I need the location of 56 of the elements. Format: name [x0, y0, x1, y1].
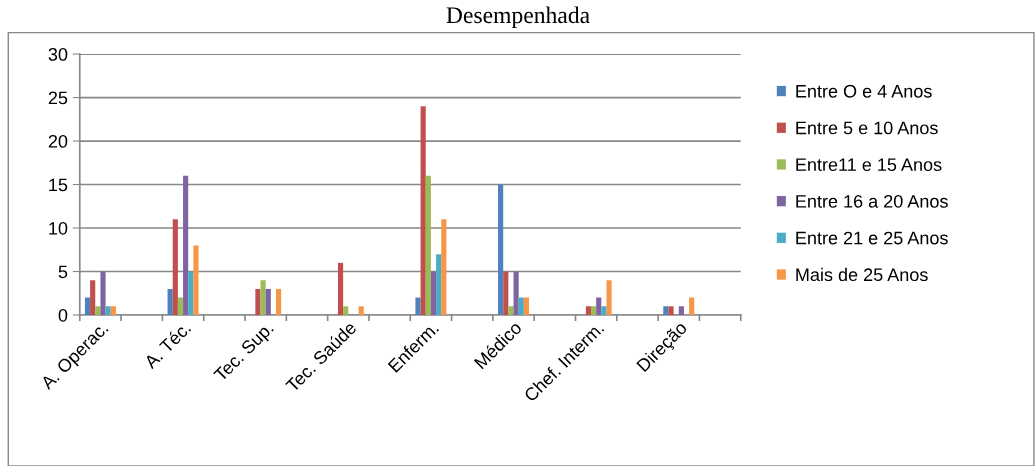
bar [436, 254, 442, 316]
bar [177, 297, 184, 316]
legend-label: Entre11 e 15 Anos [796, 158, 942, 172]
chart-title: Desempenhada [446, 6, 590, 28]
bar [193, 245, 199, 316]
y-tick-label: 10 [49, 221, 68, 235]
bar [508, 306, 514, 316]
y-tick-label: 30 [48, 47, 68, 61]
bar [90, 280, 96, 316]
bar [590, 306, 597, 316]
bar [276, 288, 282, 316]
bar [663, 306, 669, 316]
bar [420, 106, 426, 316]
bar [596, 297, 602, 316]
bar [585, 306, 591, 316]
bar [601, 306, 607, 316]
bar [415, 297, 421, 316]
bar [260, 280, 266, 316]
legend-label: Entre 16 a 20 Anos [796, 194, 948, 208]
bar [110, 306, 116, 316]
bar [95, 306, 101, 316]
bar [441, 219, 447, 316]
y-tick-label: 25 [48, 91, 68, 105]
bar [337, 262, 344, 316]
bar [503, 271, 509, 316]
y-tick-label: 5 [58, 265, 68, 279]
bar [105, 306, 111, 316]
bar [172, 219, 178, 316]
x-tick-label: Tec. Sup. [213, 321, 277, 385]
bar [606, 280, 612, 316]
bar [498, 184, 504, 316]
bar [265, 288, 271, 316]
bar [668, 306, 674, 316]
bar [678, 306, 684, 316]
bar [358, 306, 364, 316]
bar [430, 271, 437, 316]
legend-label: Entre O e 4 Anos [796, 84, 932, 98]
bar [343, 306, 349, 316]
bar [188, 271, 194, 316]
y-tick-label: 0 [58, 308, 68, 322]
bar [425, 175, 431, 316]
bar [513, 271, 519, 316]
bar [84, 297, 91, 316]
y-tick-label: 15 [49, 178, 68, 192]
legend-label: Entre 5 e 10 Anos [796, 121, 938, 135]
bar [255, 288, 261, 316]
y-tick-label: 20 [48, 134, 68, 148]
bar [100, 271, 106, 316]
legend-label: Mais de 25 Anos [796, 267, 928, 282]
bar [167, 288, 173, 316]
bar [518, 297, 524, 316]
bar [523, 297, 530, 316]
bar [183, 175, 189, 316]
bar [689, 297, 695, 316]
legend-label: Entre 21 e 25 Anos [796, 231, 948, 245]
x-tick-label: A. Téc. [142, 320, 192, 370]
